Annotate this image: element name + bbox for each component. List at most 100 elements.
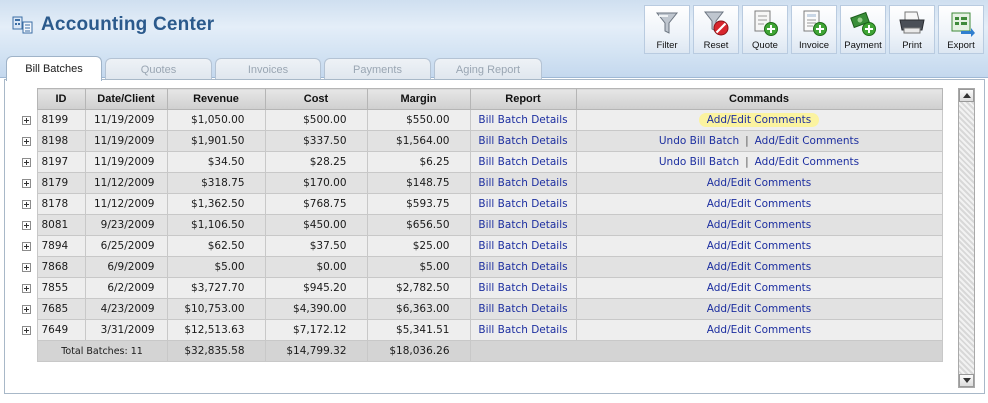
- cell-cost: $945.20: [264, 277, 368, 299]
- add-edit-comments-link[interactable]: Add/Edit Comments: [706, 282, 812, 294]
- quote-button[interactable]: Quote: [742, 5, 788, 54]
- expand-plus-icon[interactable]: [22, 241, 32, 251]
- cell-revenue: $12,513.63: [166, 319, 266, 341]
- bill-batch-details-link[interactable]: Bill Batch Details: [478, 135, 568, 147]
- tab-quotes[interactable]: Quotes: [105, 58, 212, 80]
- bill-batch-details-link[interactable]: Bill Batch Details: [478, 198, 568, 210]
- filter-button[interactable]: Filter: [644, 5, 690, 54]
- cell-date: 6/9/2009: [84, 256, 168, 278]
- cell-commands: Add/Edit Comments: [575, 214, 943, 236]
- column-header-margin[interactable]: Margin: [366, 88, 471, 110]
- tab-invoices[interactable]: Invoices: [215, 58, 321, 80]
- expand-plus-icon[interactable]: [22, 157, 32, 167]
- invoice-button[interactable]: Invoice: [791, 5, 837, 54]
- cell-revenue: $34.50: [166, 151, 266, 173]
- totals-empty-cell: [469, 340, 943, 362]
- cell-id: 7649: [36, 319, 86, 341]
- cell-margin: $550.00: [366, 109, 471, 131]
- column-header-commands[interactable]: Commands: [575, 88, 943, 110]
- cell-date: 4/23/2009: [84, 298, 168, 320]
- add-edit-comments-link[interactable]: Add/Edit Comments: [706, 240, 812, 252]
- column-header-id[interactable]: ID: [36, 88, 86, 110]
- add-edit-comments-link[interactable]: Add/Edit Comments: [706, 198, 812, 210]
- cell-report: Bill Batch Details: [469, 172, 577, 194]
- cell-revenue: $5.00: [166, 256, 266, 278]
- cell-id: 8081: [36, 214, 86, 236]
- export-button[interactable]: Export: [938, 5, 984, 54]
- add-edit-comments-link[interactable]: Add/Edit Comments: [754, 135, 860, 147]
- column-header-cost[interactable]: Cost: [264, 88, 368, 110]
- cell-margin: $1,564.00: [366, 130, 471, 152]
- arrow-down-icon: [963, 378, 971, 383]
- table-row: 8198 11/19/2009 $1,901.50 $337.50 $1,564.00 B…: [17, 130, 943, 152]
- expand-plus-icon[interactable]: [22, 115, 32, 125]
- expand-plus-icon[interactable]: [22, 199, 32, 209]
- scroll-up-button[interactable]: [959, 89, 974, 102]
- tab-aging-report[interactable]: Aging Report: [434, 58, 542, 80]
- bill-batch-details-link[interactable]: Bill Batch Details: [478, 282, 568, 294]
- totals-row: Total Batches: 11 $32,835.58 $14,799.32 $18…: [17, 340, 943, 362]
- cell-cost: $4,390.00: [264, 298, 368, 320]
- cell-commands: Add/Edit Comments: [575, 319, 943, 341]
- add-edit-comments-link[interactable]: Add/Edit Comments: [706, 177, 812, 189]
- reset-button[interactable]: Reset: [693, 5, 739, 54]
- payment-button[interactable]: Payment: [840, 5, 886, 54]
- add-edit-comments-link[interactable]: Add/Edit Comments: [706, 303, 812, 315]
- expander-cell: [17, 340, 37, 362]
- scroll-down-button[interactable]: [959, 374, 974, 387]
- cell-commands: Add/Edit Comments: [575, 193, 943, 215]
- cell-cost: $7,172.12: [264, 319, 368, 341]
- bill-batch-details-link[interactable]: Bill Batch Details: [478, 324, 568, 336]
- table-row: 8199 11/19/2009 $1,050.00 $500.00 $550.00 Bil…: [17, 109, 943, 131]
- bill-batch-details-link[interactable]: Bill Batch Details: [478, 219, 568, 231]
- column-header-report[interactable]: Report: [469, 88, 577, 110]
- print-button[interactable]: Print: [889, 5, 935, 54]
- payment-icon: [849, 9, 877, 37]
- cell-date: 9/23/2009: [84, 214, 168, 236]
- expand-plus-icon[interactable]: [22, 136, 32, 146]
- cell-id: 8197: [36, 151, 86, 173]
- cell-id: 8198: [36, 130, 86, 152]
- tab-payments[interactable]: Payments: [324, 58, 431, 80]
- column-header-revenue[interactable]: Revenue: [166, 88, 266, 110]
- cell-commands: Undo Bill Batch | Add/Edit Comments: [575, 130, 943, 152]
- cell-margin: $5.00: [366, 256, 471, 278]
- cell-cost: $37.50: [264, 235, 368, 257]
- cell-commands: Add/Edit Comments: [575, 235, 943, 257]
- cell-id: 8179: [36, 172, 86, 194]
- bill-batch-details-link[interactable]: Bill Batch Details: [478, 177, 568, 189]
- expand-plus-icon[interactable]: [22, 178, 32, 188]
- bill-batch-details-link[interactable]: Bill Batch Details: [478, 240, 568, 252]
- total-margin: $18,036.26: [366, 340, 471, 362]
- add-edit-comments-link[interactable]: Add/Edit Comments: [698, 113, 820, 127]
- table-row: 7868 6/9/2009 $5.00 $0.00 $5.00 Bill Batch De…: [17, 256, 943, 278]
- add-edit-comments-link[interactable]: Add/Edit Comments: [706, 261, 812, 273]
- column-header-date-client[interactable]: Date/Client: [84, 88, 168, 110]
- cell-revenue: $1,362.50: [166, 193, 266, 215]
- cell-id: 7685: [36, 298, 86, 320]
- cell-report: Bill Batch Details: [469, 256, 577, 278]
- cell-report: Bill Batch Details: [469, 151, 577, 173]
- undo-bill-batch-link[interactable]: Undo Bill Batch: [658, 156, 740, 168]
- cell-margin: $2,782.50: [366, 277, 471, 299]
- bill-batch-details-link[interactable]: Bill Batch Details: [478, 303, 568, 315]
- bill-batch-details-link[interactable]: Bill Batch Details: [478, 114, 568, 126]
- bill-batch-details-link[interactable]: Bill Batch Details: [478, 261, 568, 273]
- expand-plus-icon[interactable]: [22, 325, 32, 335]
- bill-batch-details-link[interactable]: Bill Batch Details: [478, 156, 568, 168]
- expand-plus-icon[interactable]: [22, 220, 32, 230]
- cell-id: 8199: [36, 109, 86, 131]
- expand-plus-icon[interactable]: [22, 283, 32, 293]
- add-edit-comments-link[interactable]: Add/Edit Comments: [706, 219, 812, 231]
- table-row: 7855 6/2/2009 $3,727.70 $945.20 $2,782.50 Bil…: [17, 277, 943, 299]
- tab-bill-batches[interactable]: Bill Batches: [6, 56, 102, 81]
- add-edit-comments-link[interactable]: Add/Edit Comments: [706, 324, 812, 336]
- cell-margin: $6,363.00: [366, 298, 471, 320]
- vertical-scrollbar[interactable]: [958, 88, 975, 388]
- undo-bill-batch-link[interactable]: Undo Bill Batch: [658, 135, 740, 147]
- expand-plus-icon[interactable]: [22, 262, 32, 272]
- table-row: 7685 4/23/2009 $10,753.00 $4,390.00 $6,363.0…: [17, 298, 943, 320]
- expand-plus-icon[interactable]: [22, 304, 32, 314]
- add-edit-comments-link[interactable]: Add/Edit Comments: [754, 156, 860, 168]
- expander-cell: [17, 151, 37, 173]
